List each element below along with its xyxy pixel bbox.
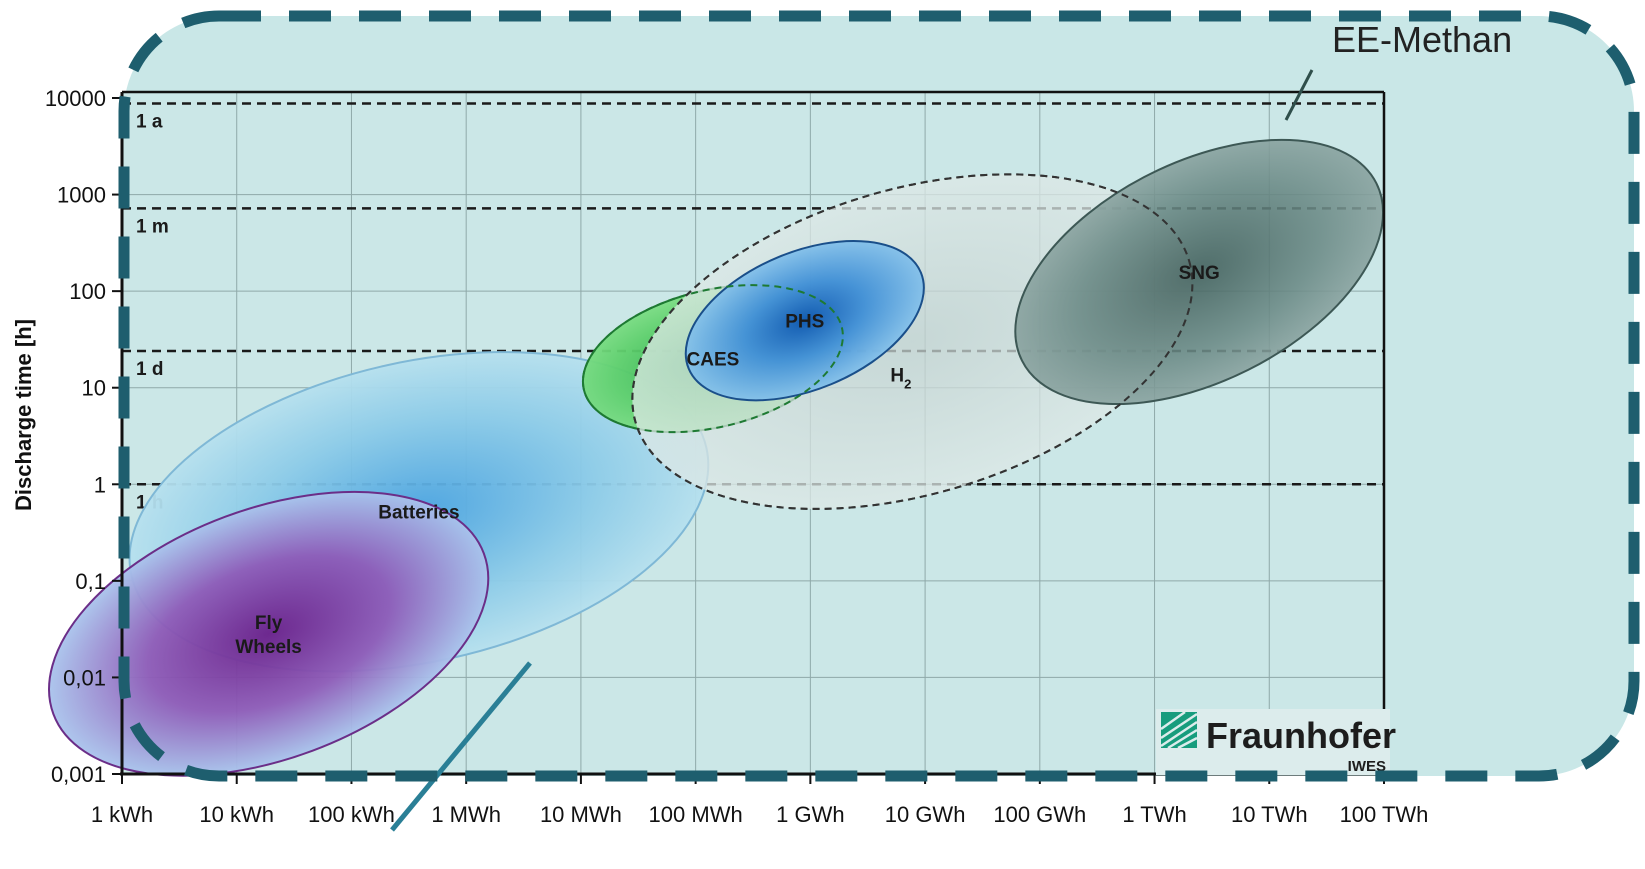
y-tick-label: 1: [94, 472, 106, 497]
y-tick-label: 1000: [57, 183, 106, 208]
region-label: Wheels: [235, 637, 302, 658]
y-tick-label: 100: [69, 279, 106, 304]
reference-label: 1 a: [136, 112, 163, 133]
region-sng: [1014, 138, 1385, 406]
x-tick-label: 1 MWh: [431, 802, 501, 827]
y-axis-label: Discharge time [h]: [11, 319, 36, 511]
callout-arrow: [390, 661, 532, 832]
x-tick-label: 10 MWh: [540, 802, 622, 827]
reference-label: 1 d: [136, 359, 163, 380]
region-label: Fly: [255, 613, 283, 634]
y-tick-label: 0,001: [51, 762, 106, 787]
x-tick-label: 100 kWh: [308, 802, 395, 827]
region-label: SNG: [1179, 263, 1220, 284]
highlight-border: [118, 10, 1640, 782]
region-h2-outline: [631, 173, 1194, 510]
x-tick-label: 10 TWh: [1231, 802, 1308, 827]
region-label: PHS: [785, 312, 824, 333]
fraunhofer-logo: Fraunhofer IWES: [1156, 709, 1396, 775]
region-label-main: H: [890, 366, 904, 387]
logo-name: Fraunhofer: [1206, 715, 1396, 756]
x-tick-label: 10 GWh: [885, 802, 966, 827]
x-tick-label: 1 GWh: [776, 802, 844, 827]
region-labels: Fly Wheels Batteries CAES PHS H2 SNG: [235, 263, 1219, 658]
region-fly-wheels: [48, 490, 490, 777]
x-tick-label: 100 GWh: [993, 802, 1086, 827]
y-tick-label: 10: [82, 376, 106, 401]
callout-pointer: [1284, 69, 1314, 121]
x-tick-label: 10 kWh: [199, 802, 274, 827]
x-tick-label: 1 TWh: [1122, 802, 1186, 827]
region-phs: [684, 239, 925, 402]
y-tick-label: 10000: [45, 86, 106, 111]
callout-label: EE-Methan: [1332, 19, 1512, 60]
region-label: Batteries: [378, 503, 459, 524]
reference-label: 1 m: [136, 216, 169, 237]
x-tick-label: 100 TWh: [1340, 802, 1429, 827]
y-tick-label: 0,1: [75, 569, 106, 594]
storage-regions: [48, 138, 1385, 777]
x-tick-label: 1 kWh: [91, 802, 153, 827]
x-tick-label: 100 MWh: [649, 802, 743, 827]
region-label: CAES: [687, 350, 740, 371]
region-label-subscript: 2: [904, 377, 911, 392]
fraunhofer-logo-icon: [1160, 710, 1198, 750]
y-tick-label: 0,01: [63, 665, 106, 690]
region-label: H2: [890, 366, 911, 392]
region-caes-outline: [581, 284, 844, 434]
